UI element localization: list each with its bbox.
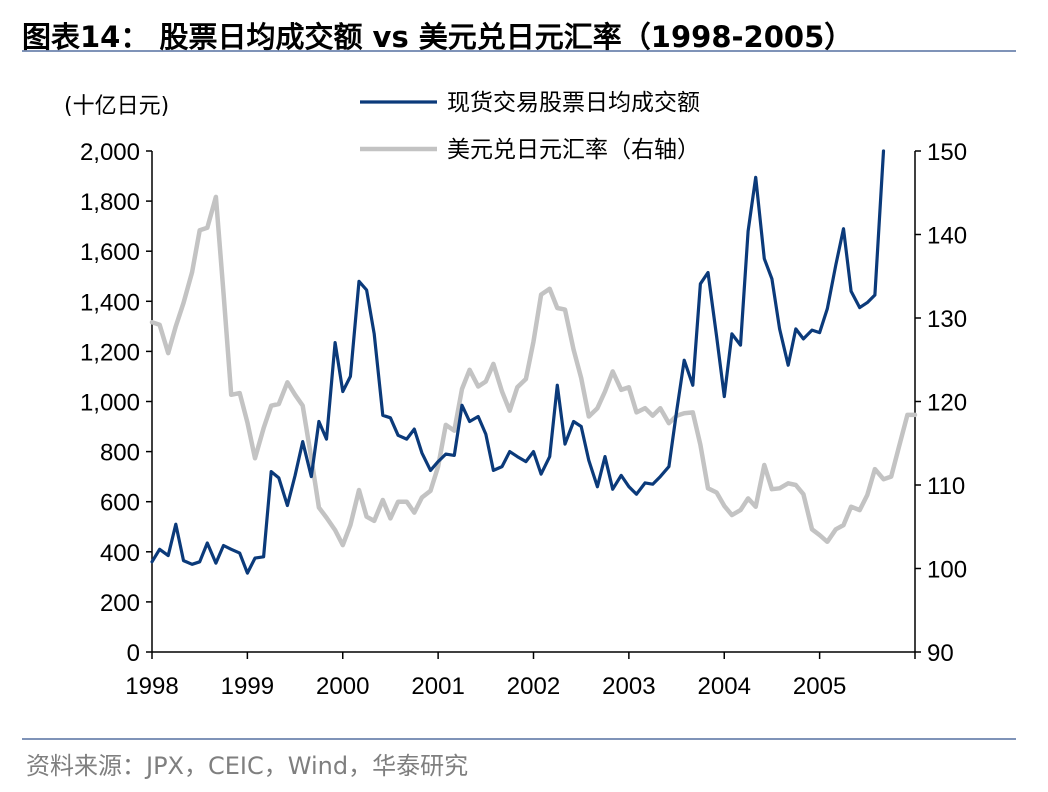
right-tick-label: 120 [927,390,967,417]
legend-label: 美元兑日元汇率（右轴） [447,137,700,163]
chart-axes: 0 200 400 600 800 1,000 1,200 1,400 1,600 1,800 2,… [80,139,967,700]
left-tick-label: 1,400 [80,289,140,316]
chart-series [149,149,918,575]
left-tick-label: 800 [100,440,140,467]
x-tick-label: 2000 [316,673,369,700]
x-tick-label: 2002 [507,673,560,700]
x-tick-label: 2004 [698,673,751,700]
right-tick-label: 100 [927,557,967,584]
right-tick-label: 90 [927,640,954,667]
x-tick-label: 2001 [411,673,464,700]
chart-title: 图表14： 股票日均成交额 vs 美元兑日元汇率（1998-2005） [22,20,854,54]
x-tick-label: 1999 [221,673,274,700]
legend-label: 现货交易股票日均成交额 [447,90,700,116]
turnover-series-line [150,149,886,575]
left-tick-label: 600 [100,490,140,517]
right-tick-label: 130 [927,306,967,333]
left-tick-label: 400 [100,540,140,567]
right-tick-label: 110 [927,473,965,500]
x-tick-label: 2003 [602,673,655,700]
usdjpy-series-line [149,194,918,548]
right-tick-label: 140 [927,223,967,250]
source-note: 资料来源：JPX，CEIC，Wind，华泰研究 [26,752,469,780]
left-axis-unit-label: (十亿日元) [64,94,169,119]
left-tick-label: 1,600 [80,239,140,266]
footer-rule [22,738,1016,740]
left-tick-label: 1,200 [80,339,140,366]
left-tick-label: 200 [100,590,140,617]
left-tick-label: 0 [127,640,140,667]
right-tick-label: 150 [927,139,967,166]
title-bar: 图表14： 股票日均成交额 vs 美元兑日元汇率（1998-2005） [22,8,1016,54]
left-tick-label: 1,800 [80,189,140,216]
left-tick-label: 1,000 [80,390,140,417]
x-tick-label: 1998 [125,673,178,700]
x-tick-label: 2005 [793,673,846,700]
left-tick-label: 2,000 [80,139,140,166]
